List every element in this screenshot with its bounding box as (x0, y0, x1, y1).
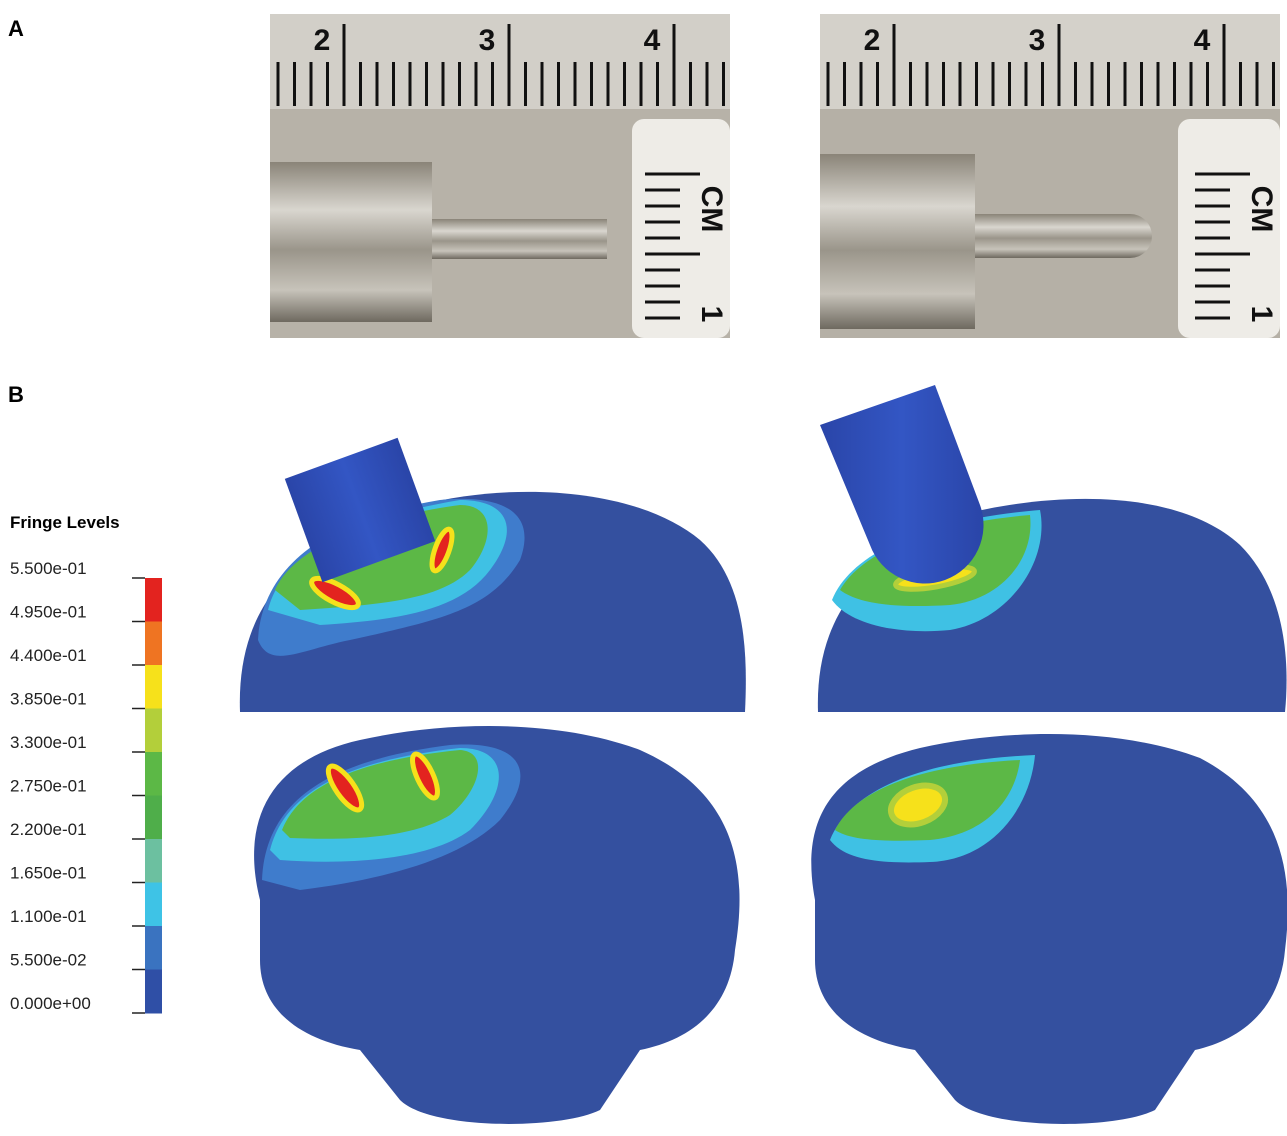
legend-swatch (145, 970, 162, 1014)
legend-swatch (145, 709, 162, 753)
legend-label: 4.950e-01 (10, 603, 87, 622)
legend-swatch (145, 926, 162, 970)
legend-label: 2.750e-01 (10, 777, 87, 796)
legend-label: 0.000e+00 (10, 994, 91, 1013)
panel-label: A (8, 16, 24, 41)
legend-label: 5.500e-02 (10, 951, 87, 970)
simulation-bottom-right (811, 734, 1287, 1124)
scale-number: 1 (695, 306, 728, 323)
legend-swatch (145, 752, 162, 796)
ruler-number: 4 (1194, 24, 1211, 57)
legend-label: 1.100e-01 (10, 907, 87, 926)
simulation-bottom-left (254, 726, 739, 1124)
legend-label: 2.200e-01 (10, 820, 87, 839)
legend-label: 5.500e-01 (10, 559, 87, 578)
ruler-number: 2 (864, 24, 881, 57)
simulation-top-right (818, 385, 1287, 712)
legend-swatch (145, 665, 162, 709)
legend-label: 1.650e-01 (10, 864, 87, 883)
photo: 2 3 4 CM 1 (820, 14, 1280, 338)
scale-unit: CM (695, 186, 728, 233)
legend-swatch (145, 839, 162, 883)
figure: A B 2 3 4 CM 1 2 3 4 CM 1 (0, 0, 1287, 1136)
legend-label: 3.850e-01 (10, 690, 87, 709)
legend-swatch (145, 578, 162, 622)
ruler-number: 2 (314, 24, 331, 57)
legend-label: 4.400e-01 (10, 646, 87, 665)
legend-swatch (145, 796, 162, 840)
legend: 5.500e-01 4.950e-01 4.400e-01 3.850e-01 3.30… (10, 559, 162, 1014)
ruler-number: 3 (479, 24, 496, 57)
legend-title: Fringe Levels (10, 513, 120, 532)
panel-label: B (8, 382, 24, 407)
legend-label: 3.300e-01 (10, 733, 87, 752)
legend-swatch (145, 622, 162, 666)
ruler-number: 3 (1029, 24, 1046, 57)
photo: 2 3 4 CM 1 (270, 14, 730, 338)
ruler-number: 4 (644, 24, 661, 57)
scale-number: 1 (1245, 306, 1278, 323)
scale-unit: CM (1245, 186, 1278, 233)
legend-swatch (145, 883, 162, 927)
simulation-top-left (240, 438, 746, 712)
